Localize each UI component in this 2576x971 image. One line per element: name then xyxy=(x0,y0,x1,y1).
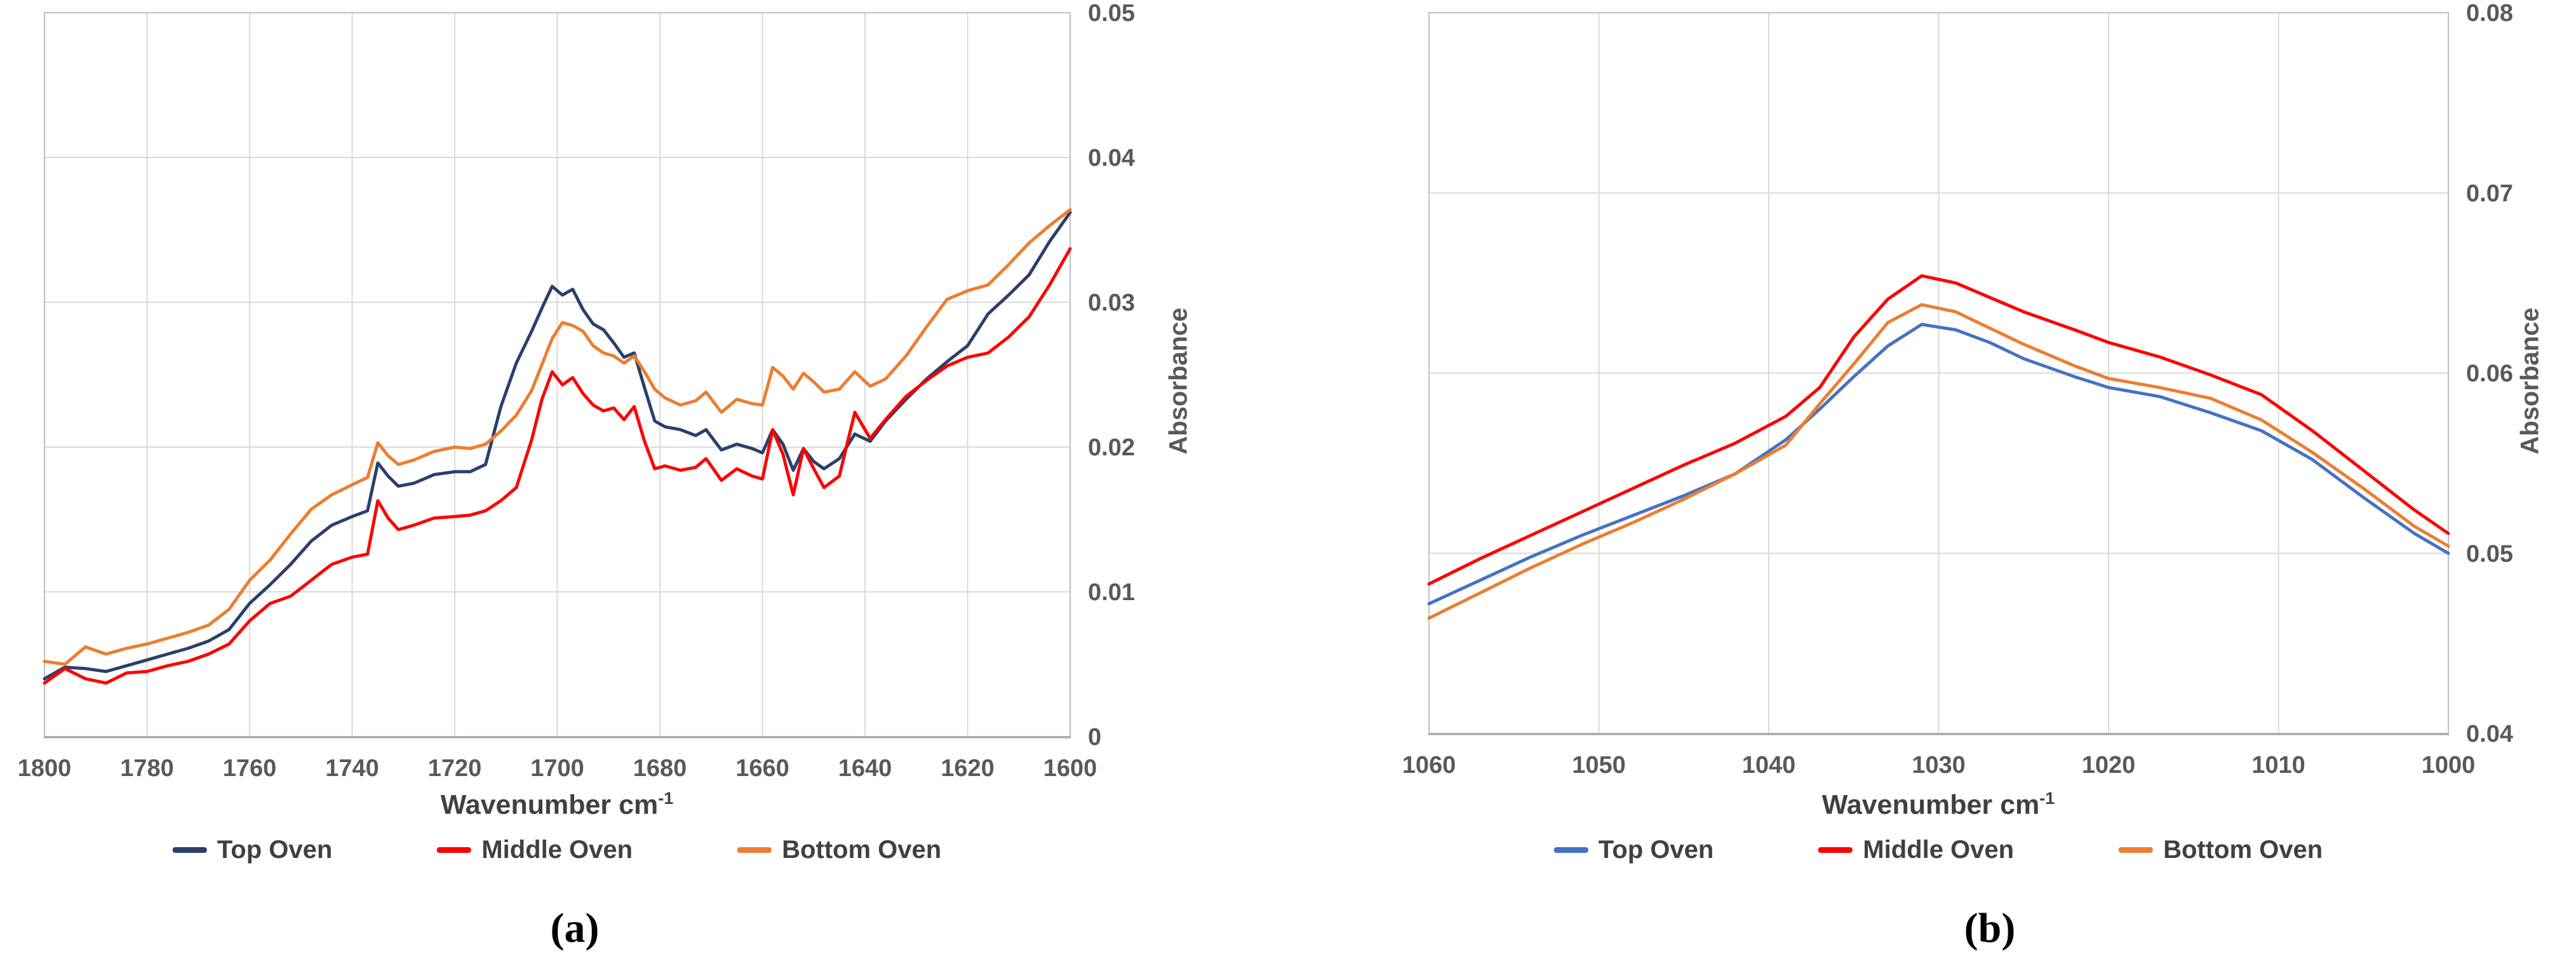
caption-b: (b) xyxy=(1964,905,2016,951)
x-axis-title-text: Wavenumber cm xyxy=(440,789,659,820)
series-line-top-oven xyxy=(1427,323,2450,606)
legend-dash-bottom-oven xyxy=(2119,847,2154,853)
x-tick-label: 1780 xyxy=(120,755,174,782)
x-tick-label: 1800 xyxy=(18,755,72,782)
y-tick-label: 0.05 xyxy=(2466,540,2513,567)
x-tick-label: 1010 xyxy=(2251,752,2305,779)
legend-label-top-oven: Top Oven xyxy=(217,836,333,864)
x-tick-label: 1760 xyxy=(223,755,277,782)
caption-a: (a) xyxy=(550,905,600,951)
y-tick-label: 0.04 xyxy=(1088,145,1135,171)
legend-label-bottom-oven: Bottom Oven xyxy=(782,836,942,864)
y-tick-label: 0.07 xyxy=(2466,180,2513,207)
x-axis-title-sup: -1 xyxy=(2039,789,2055,808)
x-tick-label: 1620 xyxy=(941,755,995,782)
legend-dash-bottom-oven xyxy=(737,847,772,853)
series-line-middle-oven xyxy=(43,247,1072,685)
legend-item-middle-oven: Middle Oven xyxy=(1818,836,2014,864)
legend-item-bottom-oven: Bottom Oven xyxy=(737,836,941,864)
x-tick-label: 1740 xyxy=(325,755,379,782)
y-axis-title-b: Absorbance xyxy=(2516,307,2544,455)
legend-dash-middle-oven xyxy=(1818,847,1853,853)
y-tick-label: 0.03 xyxy=(1088,290,1135,316)
legend-item-middle-oven: Middle Oven xyxy=(437,836,633,864)
panel-a: 1800 1780 1760 1740 1720 1700 1680 1660 1640 1620… xyxy=(18,0,1193,951)
legend-label-middle-oven: Middle Oven xyxy=(481,836,633,864)
series-line-bottom-oven xyxy=(1427,303,2450,620)
legend-label-top-oven: Top Oven xyxy=(1598,836,1714,864)
x-tick-label: 1680 xyxy=(633,755,687,782)
legend-dash-top-oven xyxy=(1553,847,1588,853)
x-tick-label: 1600 xyxy=(1043,755,1097,782)
legend-item-top-oven: Top Oven xyxy=(1553,836,1714,864)
x-tick-label: 1030 xyxy=(1912,752,1966,779)
x-tick-label: 1060 xyxy=(1402,752,1456,779)
chart-a-plot: 1800 1780 1760 1740 1720 1700 1680 1660 1640 1620… xyxy=(18,0,1135,782)
legend-b: Top Oven Middle Oven Bottom Oven xyxy=(1553,836,2323,864)
legend-label-bottom-oven: Bottom Oven xyxy=(2163,836,2323,864)
x-axis-title-a: Wavenumber cm-1 xyxy=(441,789,674,820)
y-tick-label: 0.01 xyxy=(1088,579,1135,606)
legend-item-top-oven: Top Oven xyxy=(172,836,333,864)
x-tick-label: 1720 xyxy=(428,755,482,782)
y-tick-label: 0 xyxy=(1088,724,1101,751)
x-tick-label: 1700 xyxy=(530,755,584,782)
legend-item-bottom-oven: Bottom Oven xyxy=(2119,836,2323,864)
x-axis-title-sup: -1 xyxy=(658,789,674,808)
x-tick-label: 1000 xyxy=(2422,752,2476,779)
chart-b-plot: 1060 1050 1040 1030 1020 1010 1000 0.04 0.05 0.06… xyxy=(1402,0,2513,779)
y-tick-label: 0.04 xyxy=(2466,721,2513,747)
legend-dash-middle-oven xyxy=(437,847,472,853)
legend-a: Top Oven Middle Oven Bottom Oven xyxy=(172,836,941,864)
x-tick-label: 1660 xyxy=(735,755,789,782)
series-line-top-oven xyxy=(43,211,1072,681)
x-tick-label: 1050 xyxy=(1572,752,1626,779)
legend-dash-top-oven xyxy=(172,847,207,853)
x-tick-label: 1640 xyxy=(838,755,892,782)
legend-label-middle-oven: Middle Oven xyxy=(1863,836,2015,864)
y-tick-label: 0.06 xyxy=(2466,361,2513,387)
series-line-middle-oven xyxy=(1427,274,2450,586)
y-tick-label: 0.05 xyxy=(1088,0,1135,27)
x-tick-label: 1040 xyxy=(1742,752,1796,779)
x-tick-label: 1020 xyxy=(2082,752,2136,779)
y-tick-label: 0.02 xyxy=(1088,434,1135,461)
x-axis-title-b: Wavenumber cm-1 xyxy=(1822,789,2055,820)
panel-b: 1060 1050 1040 1030 1020 1010 1000 0.04 0.05 0.06… xyxy=(1288,0,2576,971)
y-tick-label: 0.08 xyxy=(2466,0,2513,27)
series-line-bottom-oven xyxy=(43,208,1072,666)
x-axis-title-text: Wavenumber cm xyxy=(1821,789,2040,820)
y-axis-title-a: Absorbance xyxy=(1164,307,1193,455)
